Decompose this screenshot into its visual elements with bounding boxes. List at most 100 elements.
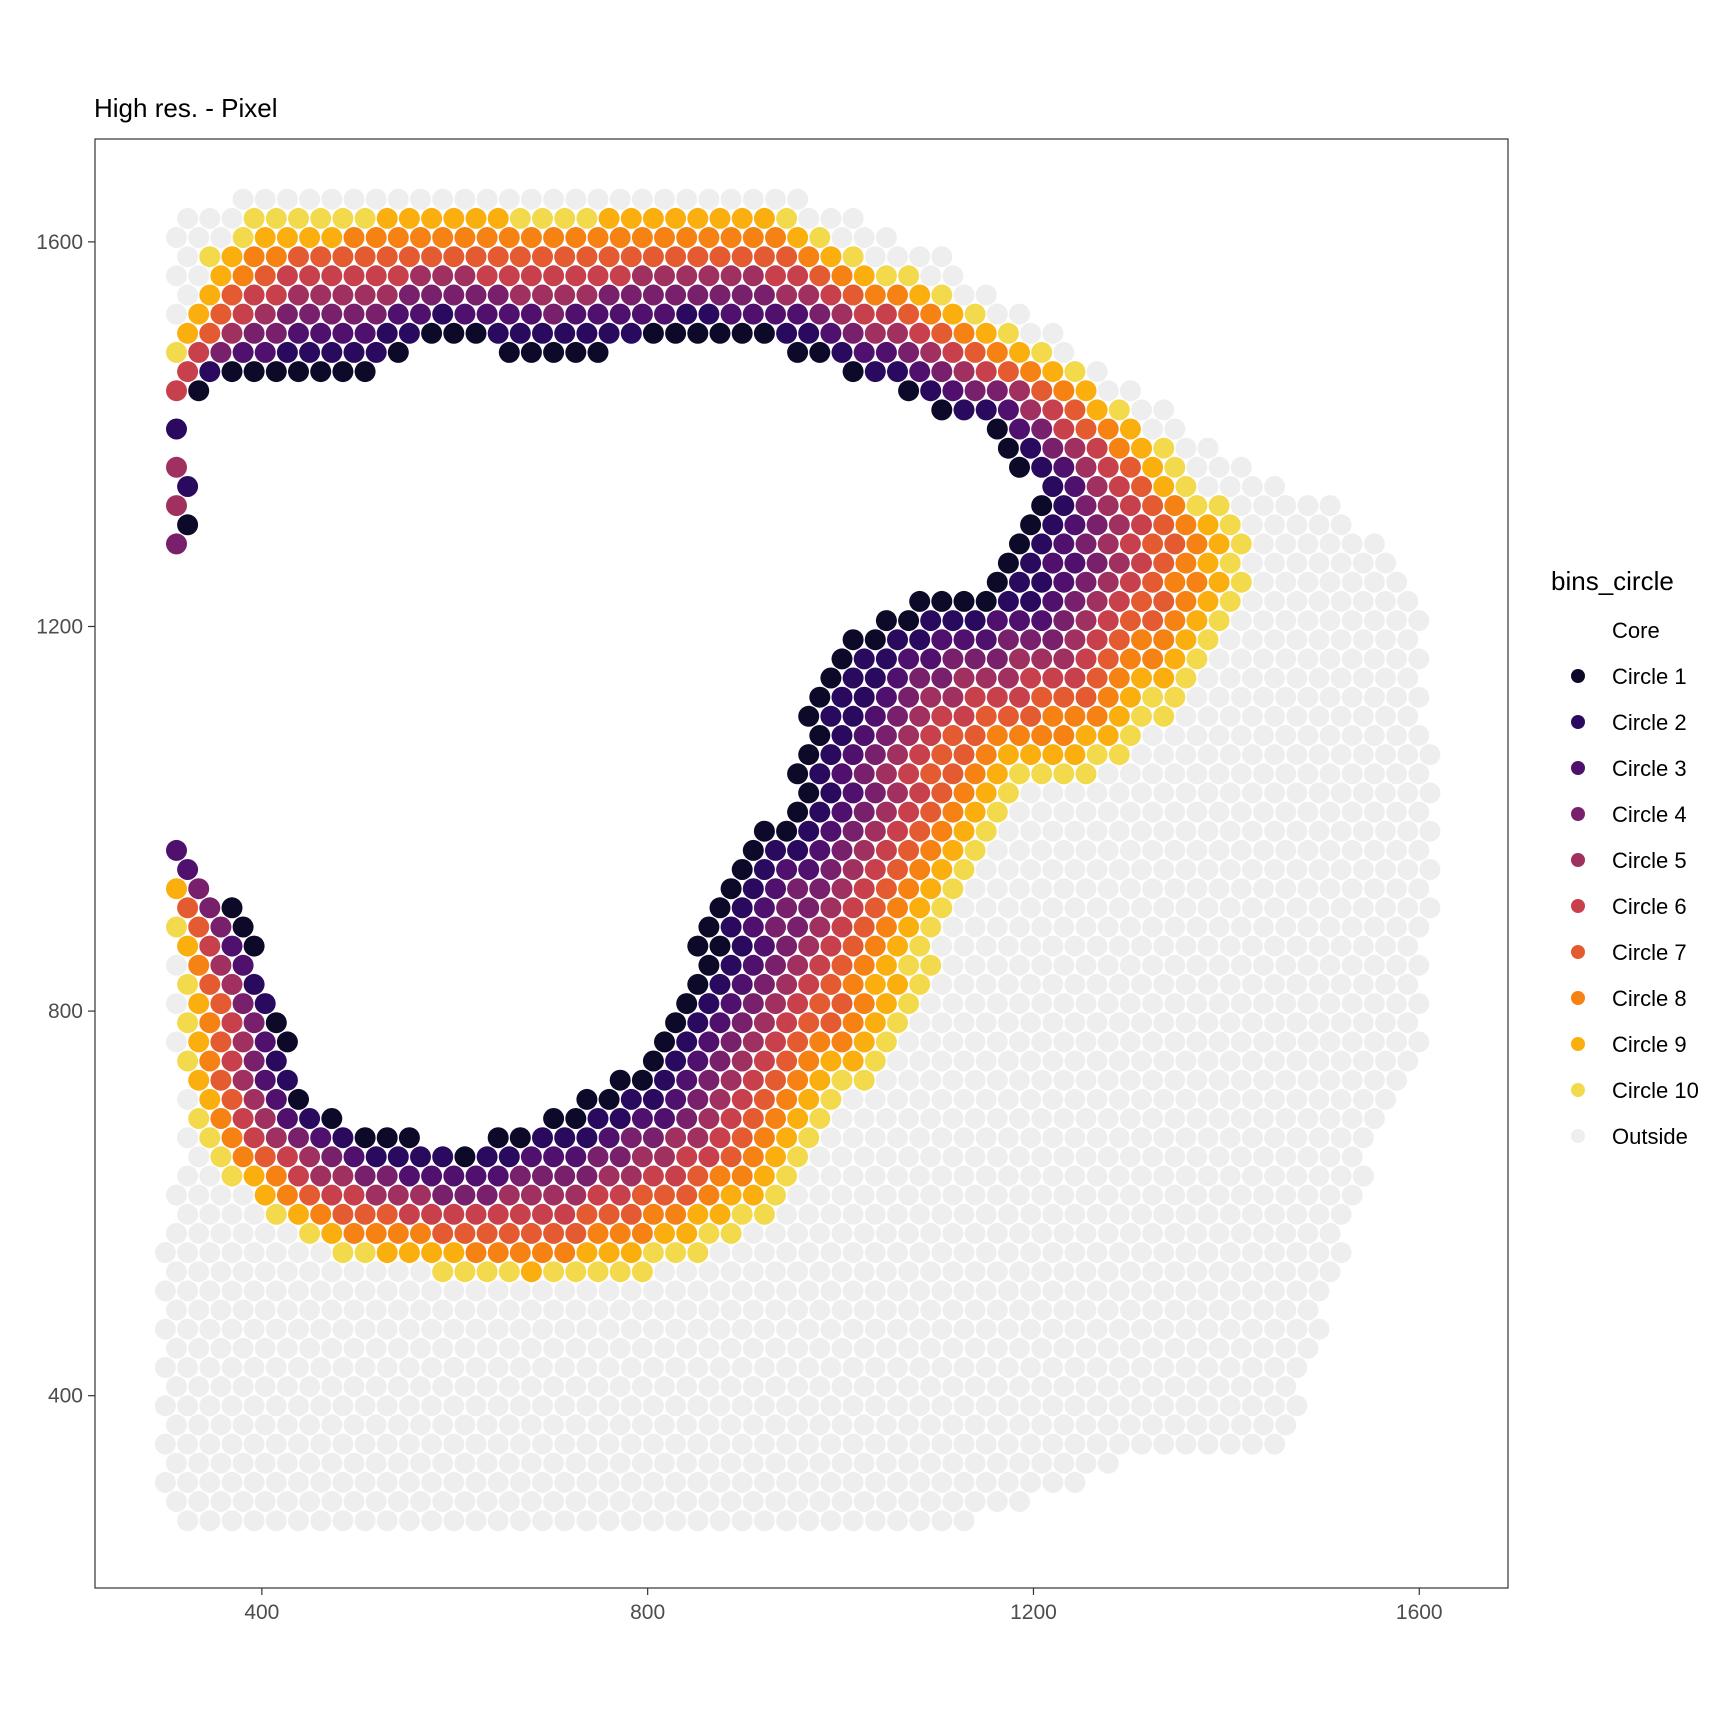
data-point bbox=[543, 303, 565, 325]
data-point bbox=[332, 1203, 354, 1225]
data-point bbox=[1208, 1299, 1230, 1321]
data-point bbox=[1009, 456, 1030, 478]
data-point bbox=[676, 1376, 698, 1398]
data-point bbox=[1341, 763, 1363, 785]
data-point bbox=[986, 610, 1008, 632]
legend-key bbox=[1571, 899, 1585, 913]
data-point bbox=[421, 1357, 443, 1378]
data-point bbox=[942, 839, 964, 861]
data-point bbox=[1253, 533, 1274, 555]
data-point bbox=[410, 227, 431, 248]
data-point bbox=[1419, 782, 1441, 804]
legend-label: Circle 6 bbox=[1612, 894, 1687, 919]
data-point bbox=[1319, 916, 1341, 938]
data-point bbox=[243, 322, 265, 344]
data-point bbox=[986, 1299, 1008, 1321]
data-point bbox=[1164, 725, 1186, 746]
data-point bbox=[310, 1203, 332, 1225]
data-point bbox=[1086, 1280, 1108, 1302]
data-point bbox=[1153, 897, 1175, 919]
data-point bbox=[731, 1510, 753, 1532]
data-point bbox=[265, 1395, 287, 1417]
data-point bbox=[1197, 897, 1219, 919]
data-point bbox=[1208, 878, 1230, 900]
data-point bbox=[887, 744, 908, 766]
data-point bbox=[321, 1261, 343, 1283]
data-point bbox=[1042, 1280, 1064, 1302]
data-point bbox=[1031, 878, 1053, 900]
data-point bbox=[1108, 1127, 1130, 1149]
data-point bbox=[798, 1050, 820, 1072]
data-point bbox=[1219, 590, 1241, 612]
data-point bbox=[166, 1337, 187, 1359]
data-point bbox=[742, 993, 764, 1015]
data-point bbox=[1075, 1414, 1097, 1436]
data-point bbox=[1075, 380, 1097, 402]
data-point bbox=[1264, 1203, 1286, 1225]
data-point bbox=[432, 303, 454, 325]
data-point bbox=[997, 1203, 1019, 1225]
data-point bbox=[1097, 533, 1119, 555]
data-point bbox=[997, 1127, 1019, 1149]
data-point bbox=[1153, 590, 1175, 612]
data-point bbox=[1142, 1299, 1164, 1321]
data-point bbox=[1264, 973, 1286, 995]
data-point bbox=[698, 1222, 720, 1244]
data-point bbox=[177, 1357, 199, 1378]
data-point bbox=[310, 1395, 332, 1417]
data-point bbox=[997, 935, 1019, 957]
data-point bbox=[398, 1127, 420, 1149]
data-point bbox=[1020, 1433, 1042, 1455]
data-point bbox=[487, 322, 509, 344]
data-point bbox=[654, 1299, 675, 1321]
data-point bbox=[1153, 1012, 1175, 1034]
data-point bbox=[221, 973, 243, 995]
data-point bbox=[1020, 514, 1042, 536]
data-point bbox=[343, 1222, 365, 1244]
data-point bbox=[1319, 1031, 1341, 1053]
data-point bbox=[1097, 1222, 1119, 1244]
data-point bbox=[1064, 1318, 1086, 1340]
data-point bbox=[1053, 1261, 1075, 1283]
data-point bbox=[343, 1184, 365, 1206]
data-point bbox=[1131, 1050, 1152, 1072]
data-point bbox=[554, 207, 576, 229]
data-point bbox=[975, 1127, 997, 1149]
data-point bbox=[1219, 552, 1241, 574]
data-point bbox=[288, 1203, 309, 1225]
data-point bbox=[1197, 476, 1219, 497]
data-point bbox=[421, 1510, 443, 1532]
data-point bbox=[288, 1471, 309, 1493]
data-point bbox=[609, 1299, 631, 1321]
data-point bbox=[1330, 667, 1352, 689]
data-point bbox=[1009, 1222, 1030, 1244]
data-point bbox=[1352, 744, 1374, 766]
data-point bbox=[1319, 686, 1341, 708]
data-point bbox=[1186, 916, 1208, 938]
data-point bbox=[188, 916, 210, 938]
data-point bbox=[831, 839, 853, 861]
data-point bbox=[798, 1280, 820, 1302]
data-point bbox=[166, 1299, 187, 1321]
data-point bbox=[898, 1031, 920, 1053]
data-point bbox=[1208, 1337, 1230, 1359]
data-point bbox=[1230, 1261, 1252, 1283]
data-point bbox=[454, 1337, 476, 1359]
data-point bbox=[1308, 1050, 1330, 1072]
data-point bbox=[1264, 1165, 1286, 1187]
data-point bbox=[1352, 1127, 1374, 1149]
data-point bbox=[1286, 820, 1308, 842]
data-point bbox=[166, 839, 187, 861]
data-point bbox=[1020, 1203, 1042, 1225]
data-point bbox=[1153, 1280, 1175, 1302]
data-point bbox=[1319, 763, 1341, 785]
data-point bbox=[776, 1165, 798, 1187]
data-point bbox=[798, 284, 820, 306]
data-point bbox=[698, 1299, 720, 1321]
data-point bbox=[221, 1357, 243, 1378]
data-point bbox=[853, 1261, 875, 1283]
data-point bbox=[942, 341, 964, 363]
data-point bbox=[1042, 322, 1064, 344]
data-point bbox=[1009, 993, 1030, 1015]
data-point bbox=[1064, 820, 1086, 842]
